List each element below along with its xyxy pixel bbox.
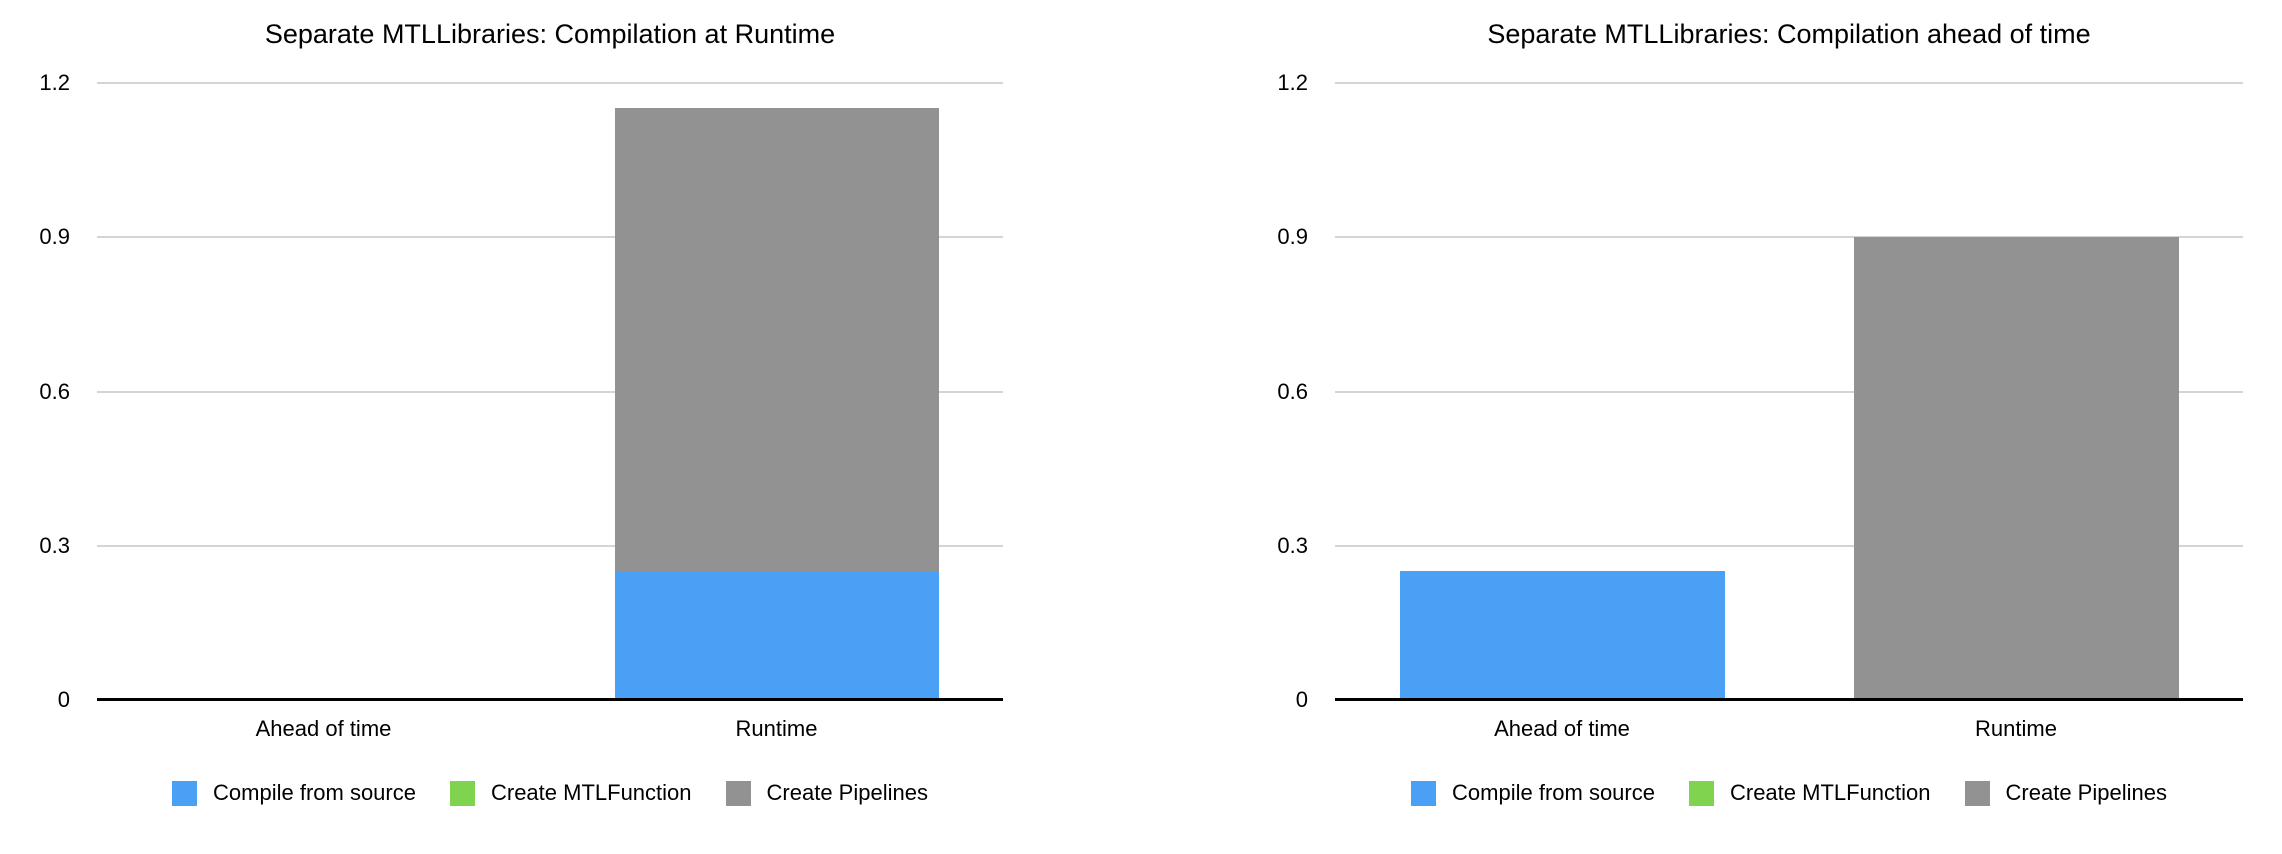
legend-swatch bbox=[172, 780, 198, 806]
legend-item: Create MTLFunction bbox=[1688, 780, 1931, 806]
x-category-label: Ahead of time bbox=[1494, 716, 1630, 741]
x-axis-line bbox=[1335, 698, 2243, 701]
x-category-label: Ahead of time bbox=[255, 716, 392, 741]
gridline bbox=[1335, 82, 2243, 84]
legend-swatch bbox=[449, 780, 475, 806]
legend-swatch bbox=[1688, 780, 1714, 806]
legend-label: Create MTLFunction bbox=[490, 780, 692, 805]
legend-item: Create MTLFunction bbox=[449, 780, 692, 806]
y-tick-label: 0 bbox=[57, 687, 70, 712]
bar-segment bbox=[1854, 237, 2179, 700]
gridline bbox=[97, 390, 1003, 393]
legend-swatch bbox=[1411, 780, 1437, 806]
gridline bbox=[1335, 390, 2243, 393]
gridline bbox=[1335, 544, 2243, 547]
y-tick-label: 0.3 bbox=[39, 532, 70, 558]
chart-compilation-at-runtime: Separate MTLLibraries: Compilation at Ru… bbox=[39, 19, 1003, 806]
chart-compilation-ahead-of-time: Separate MTLLibraries: Compilation ahead… bbox=[1141, 0, 2282, 854]
legend-label: Create Pipelines bbox=[766, 780, 928, 805]
bar-segment bbox=[615, 571, 939, 700]
legend-label: Compile from source bbox=[1452, 780, 1655, 805]
legend-item: Create Pipelines bbox=[725, 780, 928, 806]
y-tick-label: 0.9 bbox=[1277, 224, 1308, 250]
plot-area: Separate MTLLibraries: Compilation ahead… bbox=[1277, 19, 2243, 806]
x-category-label: Runtime bbox=[1975, 716, 2057, 741]
legend-label: Compile from source bbox=[213, 780, 416, 805]
legend-label: Create MTLFunction bbox=[1729, 780, 1931, 805]
chart-title: Separate MTLLibraries: Compilation at Ru… bbox=[264, 19, 836, 49]
legend-swatch bbox=[725, 780, 751, 806]
y-tick-label: 0 bbox=[1295, 687, 1308, 712]
gridline bbox=[97, 82, 1003, 84]
x-axis-line bbox=[97, 698, 1003, 701]
legend: Compile from source Create MTLFunction Cre… bbox=[1335, 780, 2243, 806]
legend-item: Compile from source bbox=[1411, 780, 1655, 806]
y-tick-label: 0.6 bbox=[1277, 378, 1308, 404]
legend: Compile from source Create MTLFunction Cre… bbox=[97, 780, 1003, 806]
legend-swatch bbox=[1964, 780, 1990, 806]
y-tick-label: 1.2 bbox=[1277, 70, 1308, 95]
y-tick-label: 1.2 bbox=[39, 70, 70, 95]
x-category-label: Runtime bbox=[735, 716, 818, 741]
chart-title: Separate MTLLibraries: Compilation ahead… bbox=[1487, 19, 2091, 49]
gridline bbox=[1335, 236, 2243, 239]
y-tick-label: 0.3 bbox=[1277, 532, 1308, 558]
plot-area: Separate MTLLibraries: Compilation at Ru… bbox=[39, 19, 1003, 806]
gridline bbox=[97, 544, 1003, 547]
y-tick-label: 0.6 bbox=[39, 378, 70, 404]
bar-segment bbox=[1400, 571, 1725, 700]
legend-item: Compile from source bbox=[172, 780, 416, 806]
bar-segment bbox=[615, 108, 939, 571]
legend-item: Create Pipelines bbox=[1964, 780, 2167, 806]
y-tick-label: 0.9 bbox=[39, 224, 70, 250]
gridline bbox=[97, 236, 1003, 239]
legend-label: Create Pipelines bbox=[2005, 780, 2167, 805]
